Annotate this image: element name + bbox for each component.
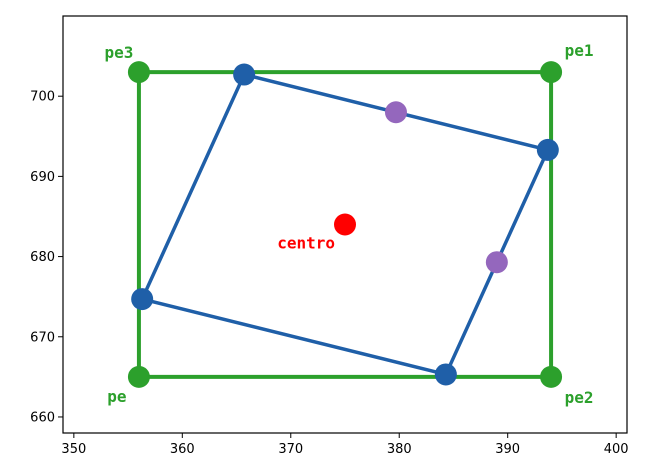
midpoint (384, 101, 407, 124)
label-pe1: pe1 (565, 41, 594, 60)
point-labels: pe pe2 pe1 pe3 centro (104, 41, 593, 407)
y-tick-label: 680 (30, 250, 55, 265)
label-pe: pe (107, 387, 126, 406)
y-axis: 660 670 680 690 700 (30, 90, 63, 425)
x-tick-label: 370 (278, 442, 303, 457)
x-tick-label: 400 (604, 442, 629, 457)
x-tick-label: 380 (387, 442, 412, 457)
y-tick-label: 660 (30, 410, 55, 425)
rectangle-point (127, 61, 150, 84)
center-point (334, 213, 356, 236)
label-pe3: pe3 (104, 43, 133, 62)
label-centro: centro (277, 234, 335, 253)
x-axis: 350 360 370 380 390 400 (61, 433, 629, 457)
plot-series (127, 61, 563, 388)
y-tick-label: 670 (30, 330, 55, 345)
polygon-vertex (536, 138, 559, 161)
polygon-vertex (233, 63, 256, 86)
polygon-vertex (131, 288, 154, 311)
midpoint (485, 251, 508, 274)
x-tick-label: 360 (170, 442, 195, 457)
x-tick-label: 350 (61, 442, 86, 457)
plot-frame (62, 15, 628, 434)
y-tick-label: 700 (30, 90, 55, 105)
rectangle-point (540, 61, 563, 84)
rectangle-point (127, 365, 150, 388)
polygon-vertex (434, 363, 457, 386)
x-tick-label: 390 (495, 442, 520, 457)
y-tick-label: 690 (30, 170, 55, 185)
rectangle-point (540, 365, 563, 388)
label-pe2: pe2 (565, 388, 594, 407)
